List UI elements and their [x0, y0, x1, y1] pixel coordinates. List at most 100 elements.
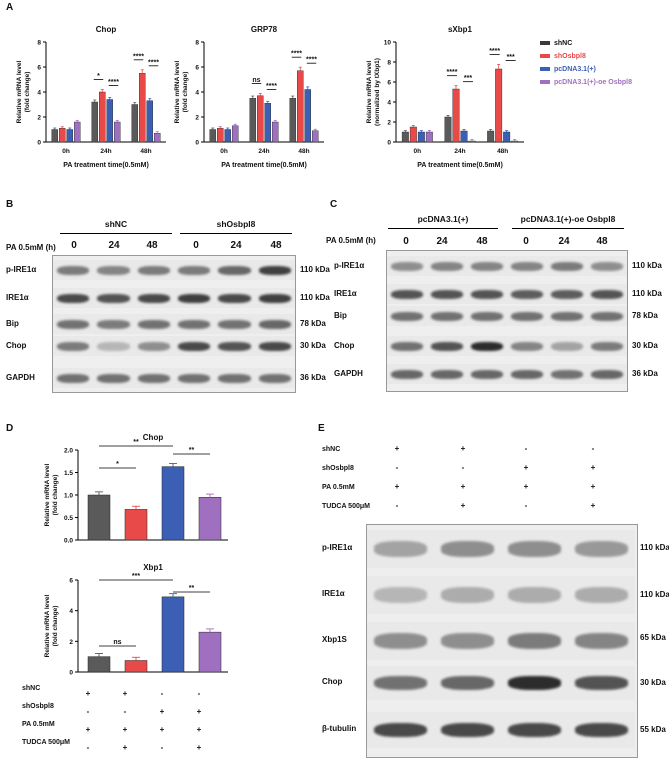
blot-band — [258, 319, 291, 329]
blot-strip — [387, 256, 627, 276]
blot-band — [373, 633, 428, 649]
condition-label: PA 0.5mM — [22, 721, 55, 728]
sig-label: *** — [132, 573, 140, 580]
legend-label: pcDNA3.1(+) — [554, 66, 596, 73]
legend: shNC shOsbpl8 pcDNA3.1(+) pcDNA3.1(+)-oe… — [540, 40, 669, 110]
blot-band — [591, 341, 623, 351]
panel-letter-d: D — [6, 423, 14, 434]
blot-band — [574, 722, 629, 738]
bar — [139, 73, 146, 143]
blot-group-oe: pcDNA3.1(+)-oe Osbpl8 — [520, 214, 616, 224]
lane-label: 0 — [403, 236, 409, 247]
lane-label: 0 — [523, 236, 529, 247]
chart-xbp1-d: Xbp1 0 2 4 6 Relative mRNA level (fold change)… — [44, 563, 228, 677]
legend-label: shNC — [554, 40, 573, 47]
y-tick-label: 2 — [387, 120, 391, 127]
blot-band — [218, 319, 251, 329]
blot-row-label: IRE1α — [334, 289, 357, 298]
chart-title: sXbp1 — [448, 25, 473, 34]
condition-label: shOsbpl8 — [22, 703, 54, 710]
lane-label: 24 — [230, 240, 242, 251]
condition-mark: + — [523, 463, 529, 472]
bar — [511, 140, 519, 143]
bar — [257, 95, 264, 143]
lane-label: 48 — [596, 236, 608, 247]
blot-band — [511, 261, 543, 271]
blot-band — [57, 319, 90, 329]
y-label-line: Relative mRNA level — [174, 60, 181, 123]
y-axis-label: Relative mRNA level (normalized by tXbp1) — [366, 58, 381, 126]
bar — [99, 91, 106, 143]
bar — [217, 128, 224, 143]
blot-row-label: Chop — [322, 677, 343, 686]
sig-label: **** — [447, 69, 458, 76]
condition-mark: - — [395, 463, 399, 472]
condition-mark: + — [122, 689, 128, 698]
y-label-line: (fold change) — [24, 72, 31, 113]
group-underline — [180, 233, 292, 234]
kda-label: 55 kDa — [640, 725, 666, 734]
condition-table-d: shNC + + - - shOsbpl8 - - + + PA 0.5mM + + + + TUDCA 50… — [0, 683, 240, 761]
treatment-label: PA 0.5mM (h) — [326, 236, 376, 245]
lane-label: 48 — [146, 240, 158, 251]
blot-row-label: Xbp1S — [322, 635, 347, 644]
condition-mark: + — [85, 689, 91, 698]
blot-row-label: GAPDH — [6, 373, 35, 382]
blot-band — [440, 541, 495, 557]
condition-mark: + — [122, 725, 128, 734]
y-axis-label: Relative mRNA level (fold change) — [44, 594, 59, 657]
legend-swatch-icon — [540, 80, 550, 85]
bar — [124, 660, 148, 673]
blot-strip — [53, 368, 295, 388]
blot-band — [431, 311, 463, 321]
blot-row-label: IRE1α — [6, 293, 29, 302]
y-tick-label: 2.0 — [64, 448, 73, 455]
sig-label: ** — [189, 585, 195, 592]
x-axis-label: PA treatment time(0.5mM) — [221, 162, 307, 169]
kda-label: 30 kDa — [300, 341, 326, 350]
bar — [114, 121, 121, 143]
blot-row-label: IRE1α — [322, 589, 345, 598]
bar — [289, 98, 296, 143]
blot-row-label: β-tubulin — [322, 724, 357, 733]
y-tick-label: 4 — [37, 90, 41, 97]
bar — [264, 103, 271, 143]
condition-mark: - — [123, 707, 127, 716]
blot-band — [440, 676, 495, 690]
bar — [124, 509, 148, 541]
bar — [161, 466, 185, 541]
condition-mark: - — [591, 444, 595, 453]
condition-mark: + — [590, 463, 596, 472]
group-underline — [388, 228, 498, 229]
bar — [495, 68, 503, 143]
blot-band — [97, 293, 130, 303]
blot-band — [218, 293, 251, 303]
y-tick-label: 0.5 — [64, 515, 73, 522]
blot-band — [440, 587, 495, 603]
blot-strip — [53, 336, 295, 356]
condition-mark: + — [159, 707, 165, 716]
kda-label: 30 kDa — [632, 341, 658, 350]
blot-band — [137, 373, 170, 383]
blot-band — [511, 289, 543, 299]
condition-mark: - — [461, 463, 465, 472]
legend-swatch-icon — [540, 67, 550, 72]
x-axis-label: PA treatment time(0.5mM) — [63, 162, 149, 169]
blot-band — [551, 369, 583, 379]
blot-band — [178, 341, 211, 351]
blot-band — [551, 289, 583, 299]
blot-band — [373, 587, 428, 603]
blot-band — [137, 293, 170, 303]
sig-label: **** — [489, 48, 500, 55]
y-tick-label: 4 — [387, 100, 391, 107]
blot-band — [431, 341, 463, 351]
legend-swatch-icon — [540, 54, 550, 59]
blot-band — [391, 311, 423, 321]
blot-band — [574, 676, 629, 690]
bar — [131, 104, 138, 143]
blot-group-pcdna: pcDNA3.1(+) — [417, 214, 469, 224]
blot-strip — [387, 284, 627, 304]
blot-band — [574, 633, 629, 649]
condition-mark: - — [86, 707, 90, 716]
condition-label: shNC — [22, 685, 41, 692]
